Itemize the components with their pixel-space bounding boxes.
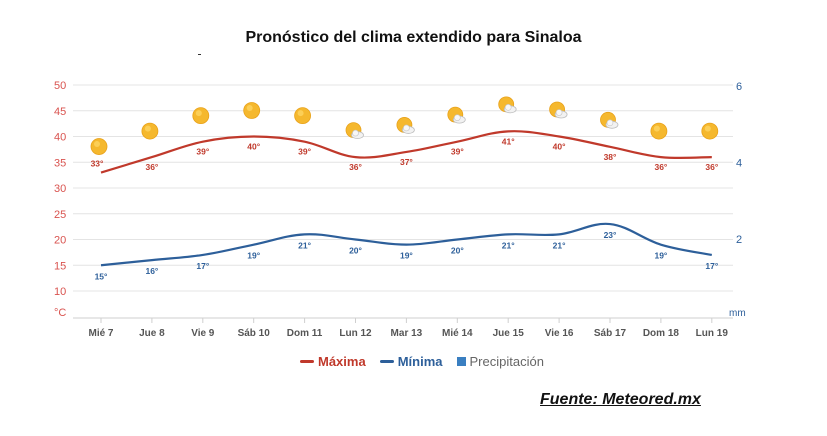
y-left-tick: 20: [54, 235, 66, 247]
max-data-label: 36°: [705, 162, 718, 172]
data-labels: 33° 36° 39° 40° 39° 36° 37° 39° 41° 40° 38° 36° 36° 1…: [91, 136, 719, 281]
y-left-tick: 50: [54, 80, 66, 92]
right-axis: 6 4 2 mm: [729, 81, 746, 319]
decorative-dash: [198, 54, 201, 55]
min-data-label: 20°: [349, 246, 362, 256]
legend-item-min[interactable]: Mínima: [379, 354, 443, 369]
max-data-label: 39°: [196, 147, 209, 157]
min-data-label: 16°: [145, 266, 158, 276]
y-right-tick: 6: [736, 81, 742, 93]
legend-label-max: Máxima: [318, 354, 366, 369]
max-data-label: 40°: [247, 142, 260, 152]
x-tick-label: Jue 15: [493, 328, 525, 339]
max-data-label: 39°: [451, 147, 464, 157]
x-tick-label: Sáb 17: [594, 328, 627, 339]
min-data-label: 17°: [705, 261, 718, 271]
y-right-unit: mm: [729, 308, 746, 319]
sunny-icon: [90, 138, 108, 155]
y-right-tick: 4: [736, 158, 742, 170]
sunny-icon: [701, 122, 719, 140]
sunny-icon: [243, 102, 261, 119]
y-left-tick: 15: [54, 260, 66, 272]
y-left-unit: °C: [54, 307, 66, 319]
weather-icons: [90, 96, 719, 155]
x-tick-label: Mié 14: [442, 328, 473, 339]
x-tick-label: Mié 7: [88, 328, 113, 339]
min-data-label: 15°: [95, 271, 108, 281]
min-data-label: 21°: [298, 240, 311, 250]
max-data-label: 36°: [145, 162, 158, 172]
grid-lines: [73, 84, 733, 292]
partly-cloudy-icon: [447, 106, 466, 124]
x-tick-label: Vie 9: [191, 328, 215, 339]
partly-cloudy-icon: [600, 111, 619, 129]
legend-swatch-precip: [456, 357, 466, 366]
x-tick-label: Dom 18: [643, 328, 680, 339]
x-tick-label: Mar 13: [391, 328, 423, 339]
min-data-label: 19°: [247, 251, 260, 261]
left-axis: 50 45 40 35 30 25 20 15 10 °C: [54, 80, 66, 319]
max-data-label: 41°: [502, 136, 515, 146]
x-tick-label: Lun 19: [696, 328, 729, 339]
min-data-label: 20°: [451, 246, 464, 256]
sunny-icon: [192, 107, 210, 125]
max-data-label: 40°: [553, 142, 566, 152]
max-data-label: 36°: [654, 162, 667, 172]
y-left-tick: 25: [54, 209, 66, 221]
y-left-tick: 45: [54, 106, 66, 118]
x-axis: Mié 7 Jue 8 Vie 9 Sáb 10 Dom 11 Lun 12 Mar 13 M…: [73, 317, 733, 339]
partly-cloudy-icon: [345, 122, 364, 140]
chart-title: Pronóstico del clima extendido para Sina…: [245, 29, 582, 46]
min-temp-line: [100, 222, 713, 267]
x-tick-label: Lun 12: [339, 328, 372, 339]
y-left-tick: 40: [54, 132, 66, 144]
partly-cloudy-icon: [549, 101, 568, 119]
min-data-label: 19°: [400, 251, 413, 261]
series-lines: [100, 130, 713, 267]
max-data-label: 39°: [298, 147, 311, 157]
max-data-label: 37°: [400, 157, 413, 167]
min-data-label: 21°: [553, 240, 566, 250]
sunny-icon: [141, 122, 159, 140]
sunny-icon: [294, 107, 312, 125]
max-data-label: 33°: [91, 159, 104, 169]
max-data-label: 36°: [349, 162, 362, 172]
legend-swatch-max: [300, 360, 314, 363]
y-left-tick: 35: [54, 157, 66, 169]
legend-item-max[interactable]: Máxima: [300, 354, 366, 369]
sunny-icon: [650, 122, 668, 140]
legend-item-precip[interactable]: Precipitación: [456, 354, 544, 369]
partly-cloudy-icon: [396, 117, 415, 134]
y-left-tick: 10: [54, 286, 66, 298]
legend-label-min: Mínima: [397, 354, 443, 369]
x-tick-label: Vie 16: [545, 328, 574, 339]
legend: Máxima Mínima Precipitación: [300, 354, 544, 369]
legend-label-precip: Precipitación: [469, 354, 544, 369]
legend-swatch-min: [379, 360, 394, 363]
max-temp-line: [100, 130, 712, 174]
min-data-label: 19°: [654, 251, 667, 261]
y-right-tick: 2: [736, 234, 742, 246]
min-data-label: 17°: [196, 261, 209, 271]
source-credit: Fuente: Meteored.mx: [540, 391, 701, 408]
partly-cloudy-icon: [498, 96, 517, 114]
min-data-label: 21°: [502, 240, 515, 250]
max-data-label: 38°: [604, 152, 617, 162]
y-left-tick: 30: [54, 183, 66, 195]
x-tick-label: Sáb 10: [238, 328, 271, 339]
min-data-label: 23°: [604, 230, 617, 240]
x-tick-label: Jue 8: [139, 328, 165, 339]
x-tick-label: Dom 11: [287, 328, 323, 339]
